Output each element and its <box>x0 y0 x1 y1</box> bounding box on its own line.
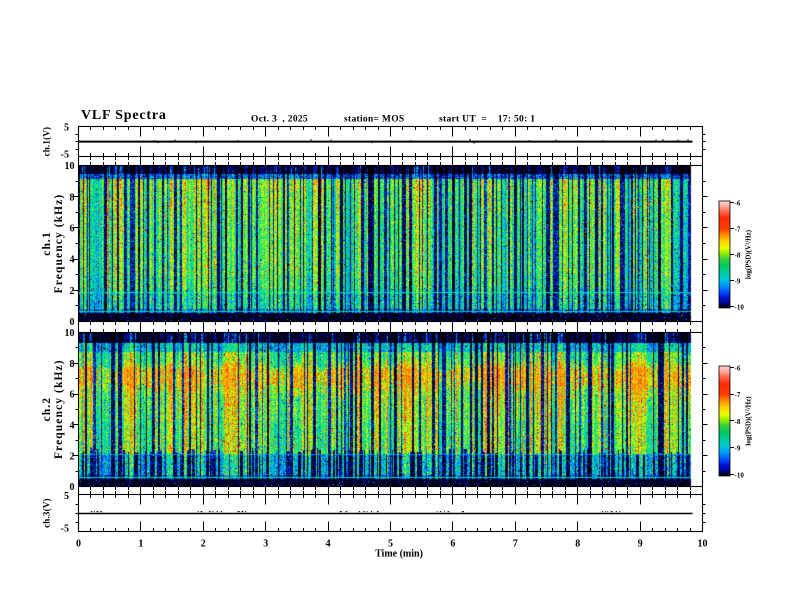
svg-text:-6: -6 <box>735 199 741 207</box>
svg-text:0: 0 <box>76 539 81 550</box>
svg-text:Oct. 3 , 2025: Oct. 3 , 2025 <box>251 115 308 125</box>
svg-text:3: 3 <box>263 539 268 550</box>
svg-text:4: 4 <box>326 539 331 550</box>
svg-text:9: 9 <box>638 539 643 550</box>
svg-text:Frequency (kHz): Frequency (kHz) <box>53 359 65 459</box>
svg-text:-5: -5 <box>61 149 69 160</box>
svg-text:8: 8 <box>70 359 75 370</box>
svg-text:8: 8 <box>575 539 580 550</box>
svg-text:7: 7 <box>513 539 518 550</box>
svg-text:VLF Spectra: VLF Spectra <box>81 108 167 123</box>
svg-text:4: 4 <box>70 421 75 432</box>
svg-text:-6: -6 <box>735 364 741 372</box>
svg-text:5: 5 <box>64 122 69 133</box>
svg-text:5: 5 <box>388 539 393 550</box>
svg-text:-8: -8 <box>735 251 741 259</box>
svg-text:ch.3(V): ch.3(V) <box>42 498 52 528</box>
svg-text:-7: -7 <box>735 391 741 399</box>
svg-text:2: 2 <box>70 451 75 462</box>
svg-text:log(PSD)(V²/Hz): log(PSD)(V²/Hz) <box>745 229 753 279</box>
svg-text:-5: -5 <box>61 524 69 535</box>
svg-text:-9: -9 <box>735 277 741 285</box>
svg-text:10: 10 <box>65 161 75 172</box>
svg-text:-8: -8 <box>735 418 741 426</box>
svg-text:ch.2: ch.2 <box>41 397 53 422</box>
svg-text:0: 0 <box>70 317 75 328</box>
svg-text:log(PSD)(V²/Hz): log(PSD)(V²/Hz) <box>745 396 753 446</box>
svg-text:6: 6 <box>450 539 455 550</box>
svg-text:ch.1(V): ch.1(V) <box>42 127 52 157</box>
svg-text:6: 6 <box>70 224 75 235</box>
svg-text:-9: -9 <box>735 445 741 453</box>
svg-text:1: 1 <box>138 539 143 550</box>
svg-text:5: 5 <box>64 491 69 502</box>
svg-text:ch.1: ch.1 <box>41 231 53 256</box>
svg-text:0: 0 <box>70 482 75 493</box>
svg-text:start UT = 17: 50: 1: start UT = 17: 50: 1 <box>439 115 535 125</box>
svg-text:4: 4 <box>70 255 75 266</box>
svg-text:-10: -10 <box>735 303 745 311</box>
svg-text:-7: -7 <box>735 225 741 233</box>
svg-text:10: 10 <box>65 328 75 339</box>
svg-text:6: 6 <box>70 390 75 401</box>
svg-text:10: 10 <box>698 539 708 550</box>
svg-text:Frequency (kHz): Frequency (kHz) <box>53 194 65 294</box>
svg-text:station= MOS: station= MOS <box>344 115 404 125</box>
svg-text:2: 2 <box>70 286 75 297</box>
svg-text:8: 8 <box>70 192 75 203</box>
svg-text:-10: -10 <box>735 471 745 479</box>
svg-text:2: 2 <box>201 539 206 550</box>
svg-text:Time (min): Time (min) <box>375 549 423 560</box>
